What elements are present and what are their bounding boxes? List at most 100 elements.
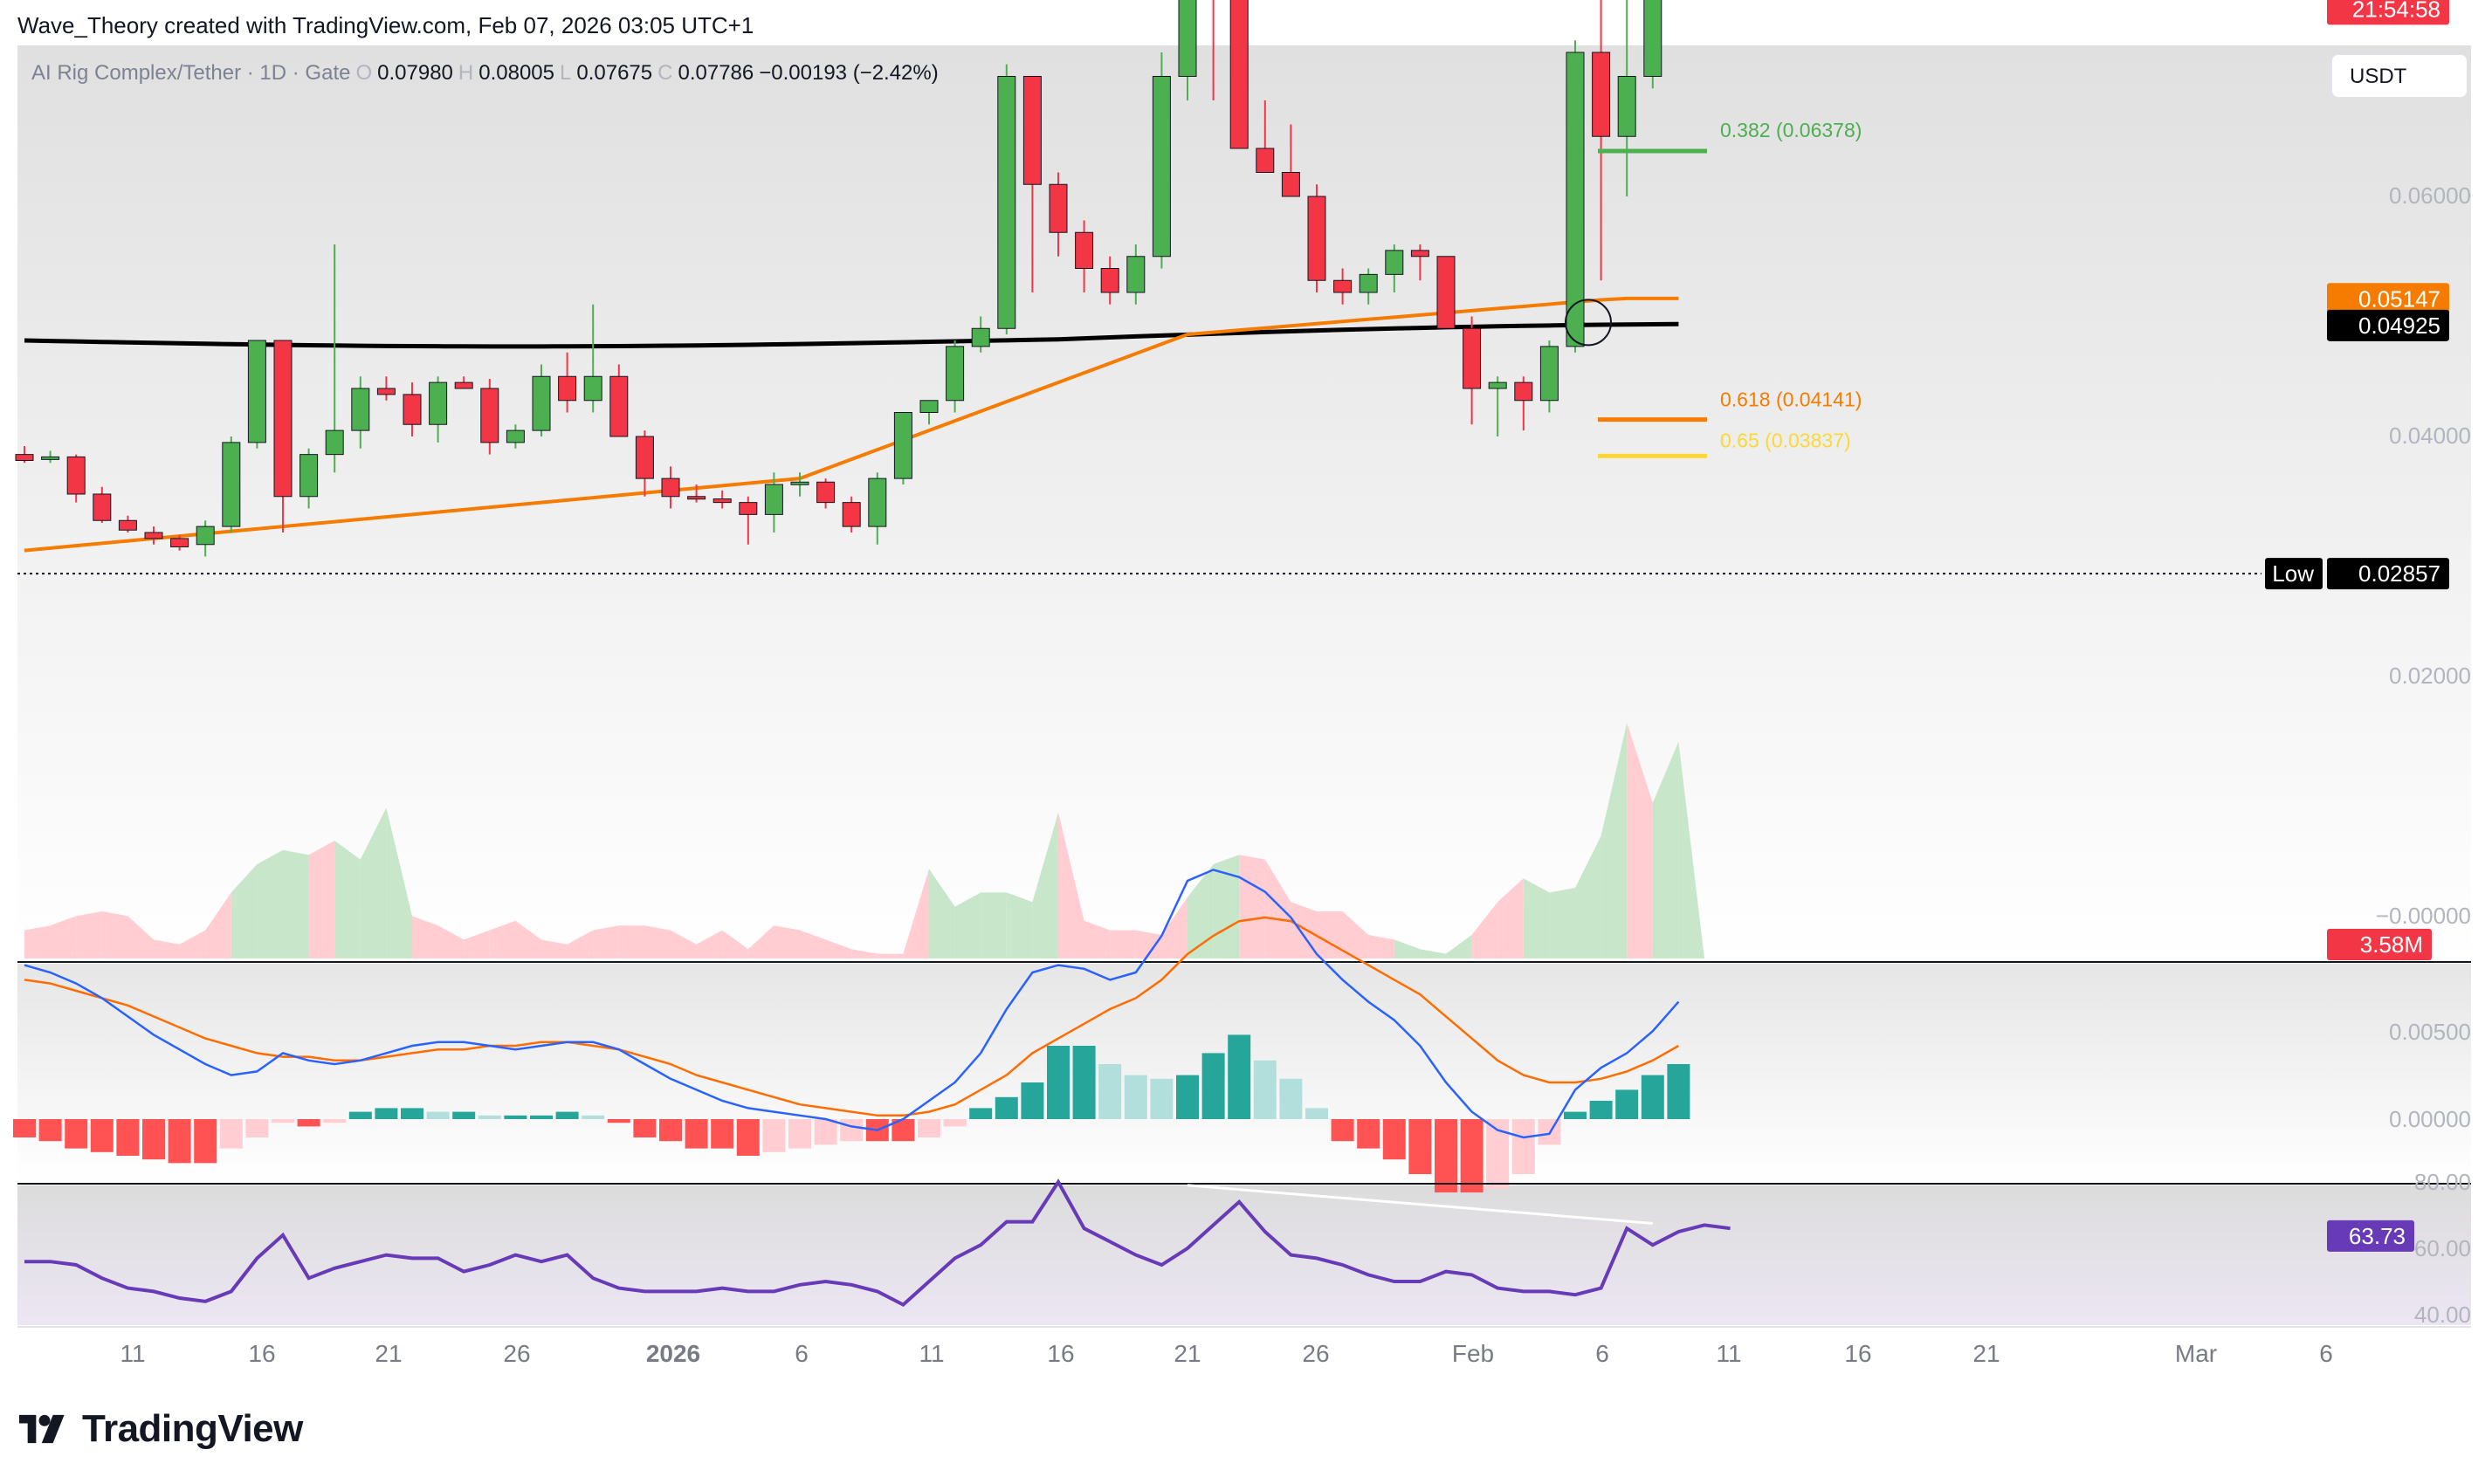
volume-area-segment	[437, 925, 465, 958]
volume-value-tag-bg	[2327, 929, 2432, 960]
macd-histogram-bar	[1047, 1046, 1070, 1119]
macd-histogram-bar	[1641, 1075, 1664, 1119]
macd-histogram-bar	[607, 1119, 630, 1123]
crossover-circle-marker	[1565, 299, 1612, 347]
ma-black-tag: 0.04925	[2358, 313, 2440, 339]
fib-0.618-label: 0.618 (0.04141)	[1720, 388, 1862, 411]
candle-body	[712, 498, 732, 504]
candle-body	[661, 477, 680, 498]
candle-body	[558, 375, 577, 402]
macd-histogram-bar	[1150, 1078, 1174, 1119]
volume-area-segment	[1264, 859, 1291, 958]
volume-area-segment	[1497, 878, 1524, 958]
symbol-legend[interactable]: AI Rig Complex/Tether · 1D · Gate O 0.079…	[31, 61, 939, 86]
symbol-name[interactable]: AI Rig Complex/Tether · 1D · Gate	[31, 61, 351, 85]
macd-histogram-bar	[555, 1111, 579, 1119]
time-tick-label: 21	[1174, 1340, 1201, 1367]
candle-body	[1256, 148, 1275, 173]
macd-histogram-bar	[245, 1119, 269, 1137]
high-value: 0.08005	[478, 61, 555, 85]
candle-body	[506, 429, 525, 443]
candle-body	[376, 388, 396, 395]
volume-area-segment	[618, 925, 645, 958]
open-value: 0.07980	[377, 61, 453, 85]
volume-area-segment	[1627, 723, 1653, 958]
volume-area-segment	[1032, 812, 1058, 958]
candle-body	[1359, 273, 1378, 293]
macd-histogram-bar	[711, 1119, 734, 1149]
candle-body	[1126, 256, 1146, 293]
volume-area-segment	[308, 841, 335, 958]
candle-body	[816, 481, 836, 504]
close-value: 0.07786	[678, 61, 754, 85]
volume-area-segment	[334, 841, 361, 958]
macd-histogram-bar	[1124, 1075, 1147, 1119]
candle-body	[532, 375, 551, 431]
time-tick-label: 26	[503, 1340, 530, 1367]
time-tick-label: 11	[1716, 1340, 1741, 1367]
candle-body	[480, 388, 499, 443]
rsi-tick-label: 80.00	[2414, 1169, 2471, 1195]
currency-button[interactable]: USDT	[2331, 54, 2468, 98]
tradingview-brand[interactable]: TradingView	[19, 1407, 303, 1451]
volume-area-segment	[489, 920, 516, 958]
candle-body	[170, 538, 189, 547]
macd-histogram-bar	[1615, 1089, 1639, 1119]
macd-tick-label: 0.00000	[2389, 1106, 2471, 1132]
candle-body	[1643, 0, 1662, 77]
volume-value-tag: 3.58M	[2360, 931, 2423, 958]
candle-body	[1566, 52, 1585, 347]
volume-area-segment	[257, 849, 283, 958]
low-value-tag-bg	[2327, 558, 2449, 590]
volume-area-segment	[644, 925, 671, 958]
macd-histogram-bar	[1228, 1034, 1251, 1119]
tradingview-logo-icon	[19, 1414, 65, 1444]
macd-histogram-bar	[168, 1119, 191, 1164]
volume-area-segment	[722, 930, 748, 958]
volume-area-segment	[1420, 949, 1446, 958]
price-tag-bg	[2327, 0, 2449, 25]
rsi-tick-label: 40.00	[2414, 1302, 2471, 1328]
volume-area-segment	[1601, 723, 1628, 958]
candle-body	[1229, 0, 1249, 149]
macd-histogram-bar	[1253, 1060, 1277, 1119]
macd-histogram-bar	[13, 1119, 36, 1137]
candle-body	[609, 375, 629, 437]
ma-black-tag-bg	[2327, 309, 2449, 341]
macd-histogram-bar	[1667, 1064, 1690, 1119]
candle-body	[583, 375, 602, 402]
time-tick-label: 6	[1595, 1340, 1609, 1367]
candle-body	[1152, 76, 1171, 258]
price-tag-countdown: 21:54:58	[2352, 0, 2440, 22]
candle-body	[403, 394, 422, 425]
volume-area-segment	[1317, 911, 1343, 958]
volume-area-segment	[360, 807, 387, 958]
volume-area-segment	[696, 930, 723, 958]
candle-body	[196, 526, 215, 546]
candle-body	[842, 502, 861, 527]
volume-area-segment	[1084, 920, 1111, 958]
volume-area-segment	[1471, 902, 1498, 958]
candle-body	[299, 454, 319, 498]
candle-body	[1436, 256, 1456, 329]
volume-area-segment	[929, 869, 955, 958]
low-label-tag: Low	[2272, 560, 2314, 587]
candle-body	[1592, 52, 1611, 137]
macd-histogram-bar	[504, 1115, 527, 1119]
time-tick-label: Mar	[2175, 1340, 2217, 1367]
volume-area-segment	[464, 930, 490, 958]
rsi-divergence-line	[1187, 1184, 1653, 1225]
macd-histogram-bar	[1098, 1064, 1122, 1119]
macd-histogram-bar	[1382, 1119, 1406, 1160]
candle-body	[1307, 196, 1326, 281]
macd-histogram-bar	[38, 1119, 62, 1142]
volume-area-segment	[1135, 930, 1162, 958]
macd-histogram-bar	[1072, 1046, 1096, 1119]
macd-histogram-bar	[426, 1111, 450, 1119]
macd-histogram-bar	[943, 1119, 967, 1127]
volume-area-segment	[1161, 897, 1187, 958]
macd-histogram-bar	[1589, 1101, 1613, 1119]
candle-body	[997, 76, 1016, 329]
